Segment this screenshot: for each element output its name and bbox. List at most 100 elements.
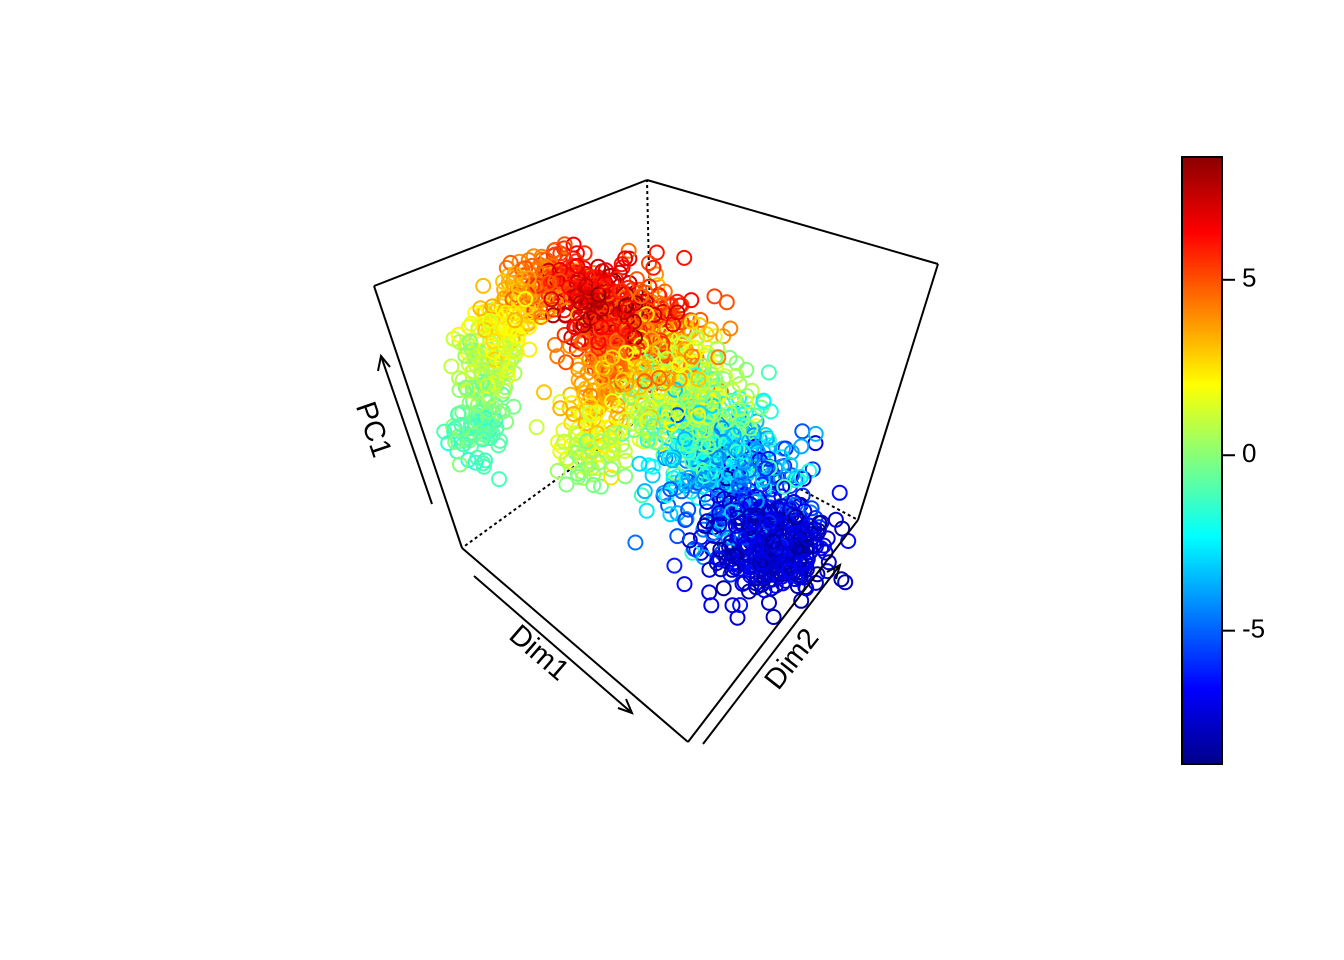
data-point [683,313,700,330]
data-point [701,361,718,378]
data-point [633,358,650,375]
data-point [663,388,679,405]
data-point [763,566,780,583]
data-point [570,333,587,350]
data-point [696,422,713,439]
data-point [730,401,747,418]
colorbar: 5 0 -5 [1181,156,1265,765]
data-point [756,521,772,538]
data-point [638,502,655,519]
data-point [474,431,491,448]
data-point [467,454,484,471]
data-point [618,376,635,392]
data-point [543,271,560,288]
data-point [717,413,734,430]
data-point [502,321,519,338]
data-point [467,305,484,321]
data-point [736,476,753,493]
data-point [571,449,588,466]
data-point [789,471,806,488]
data-point [467,411,484,428]
data-point [627,534,644,551]
data-point [616,303,633,320]
data-point [473,366,490,383]
data-point [773,458,790,475]
data-point [757,460,774,477]
colorbar-tick-label: -5 [1242,614,1265,644]
data-point [494,302,511,319]
data-point [466,426,483,443]
data-point [798,580,815,597]
data-point [707,456,724,472]
data-point [664,452,681,469]
data-point [594,373,611,389]
data-point [690,407,707,424]
data-point [803,500,820,517]
data-point [709,340,726,357]
data-point [724,561,741,578]
data-point [782,457,799,473]
data-point [475,458,492,475]
box-edge-bottom-left [461,547,689,743]
data-point [662,450,679,467]
data-point [606,425,623,442]
data-point [658,350,675,367]
data-point [549,348,566,365]
data-point [617,468,634,485]
data-point [701,561,718,578]
data-point [600,352,617,369]
data-point [657,404,673,421]
data-point [735,444,752,460]
data-point [634,394,651,411]
data-point [831,484,848,501]
data-point [721,538,738,555]
data-point [683,292,700,309]
box-edge-top-left [373,179,648,287]
z-axis-label: PC1 [349,398,398,462]
data-point [620,242,637,259]
data-point [459,382,476,399]
data-point [662,506,679,523]
data-point [624,398,641,415]
data-point [464,363,481,380]
data-point [604,349,621,366]
data-point [593,433,610,450]
data-point [540,274,557,291]
data-point [633,288,649,304]
data-point [597,361,614,378]
data-point [625,343,642,360]
data-point [710,349,727,366]
data-point [695,452,712,469]
data-point [477,409,494,426]
data-point [556,326,573,343]
y-axis-arrow [702,564,841,745]
data-point [683,348,700,365]
data-point [589,404,606,421]
data-point [734,575,751,592]
data-point [669,402,686,419]
data-point [715,580,732,597]
data-point [656,283,673,300]
data-point [697,486,714,503]
data-point [490,404,507,421]
data-point [780,562,797,579]
colorbar-tick-label: 5 [1242,263,1256,293]
data-point [477,322,494,339]
data-point [636,483,653,500]
data-point [662,481,679,498]
data-point [754,556,771,573]
data-point [457,338,474,355]
data-point [671,357,688,374]
data-point [561,279,578,296]
data-point [590,340,607,357]
data-point [648,434,665,451]
data-point [436,423,453,440]
box-edge-left [373,285,463,549]
data-point [760,364,777,381]
data-point [614,371,631,388]
data-point [457,347,474,364]
data-point [631,369,648,386]
data-point [673,314,690,331]
data-point [585,477,602,493]
data-point [497,338,514,355]
